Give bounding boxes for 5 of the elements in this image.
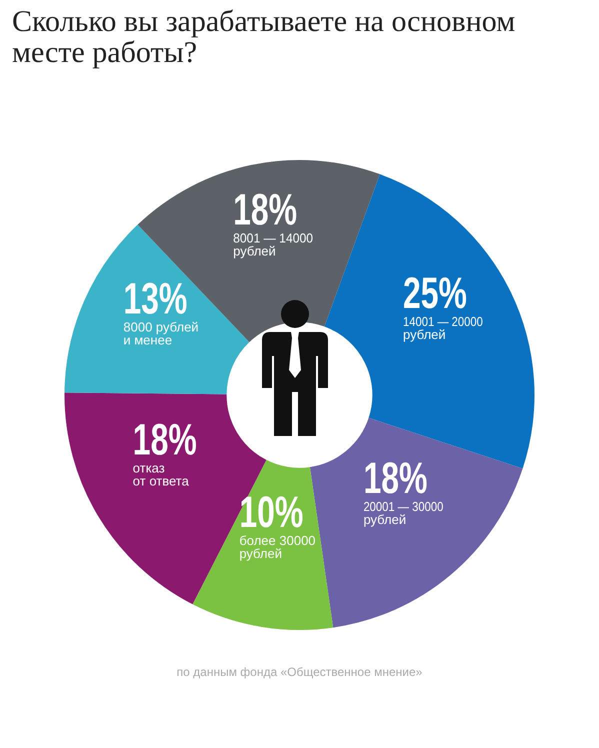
- text: по данным фонда «Общественное мнение»: [176, 665, 424, 679]
- slice-label: более 30000 рублей: [239, 532, 316, 561]
- slice-label: 14001 — 20000 рублей: [402, 314, 484, 342]
- chart-title: Сколько вы зарабатываете на основном месте работы?: [12, 5, 516, 69]
- slice-label: 8000 рублей и менее: [123, 320, 199, 348]
